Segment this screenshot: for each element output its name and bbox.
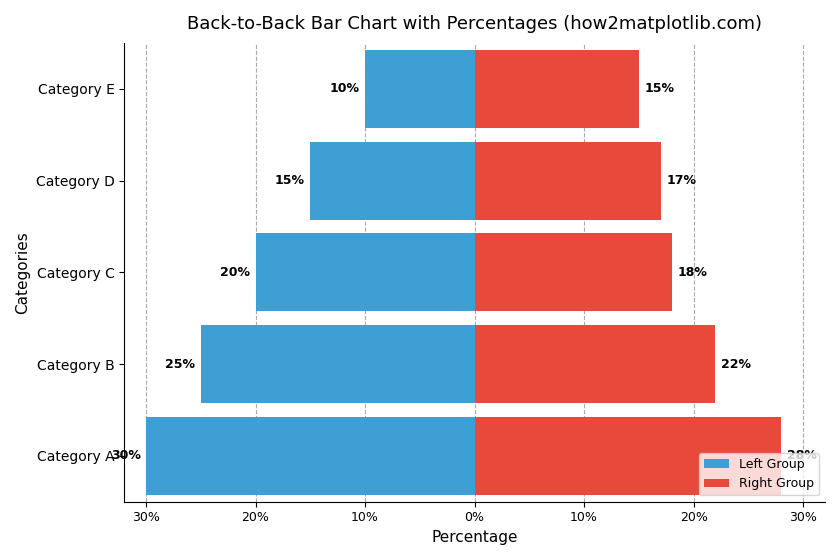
Bar (475, 142, 661, 220)
Text: 22%: 22% (721, 358, 751, 371)
Legend: Left Group, Right Group: Left Group, Right Group (699, 453, 819, 496)
Bar (255, 234, 475, 311)
Bar (146, 417, 475, 495)
Bar (475, 234, 672, 311)
Text: 20%: 20% (220, 266, 250, 279)
Text: 25%: 25% (165, 358, 196, 371)
Y-axis label: Categories: Categories (15, 231, 30, 314)
Title: Back-to-Back Bar Chart with Percentages (how2matplotlib.com): Back-to-Back Bar Chart with Percentages … (187, 15, 762, 33)
Bar (475, 325, 716, 403)
X-axis label: Percentage: Percentage (431, 530, 517, 545)
Text: 18%: 18% (677, 266, 707, 279)
Bar (365, 50, 475, 128)
Text: 10%: 10% (329, 82, 360, 95)
Text: 30%: 30% (111, 449, 140, 463)
Text: 17%: 17% (666, 174, 696, 187)
Bar (201, 325, 475, 403)
Bar (475, 50, 639, 128)
Text: 28%: 28% (787, 449, 816, 463)
Bar (475, 417, 781, 495)
Text: 15%: 15% (275, 174, 305, 187)
Text: 15%: 15% (644, 82, 675, 95)
Bar (310, 142, 475, 220)
